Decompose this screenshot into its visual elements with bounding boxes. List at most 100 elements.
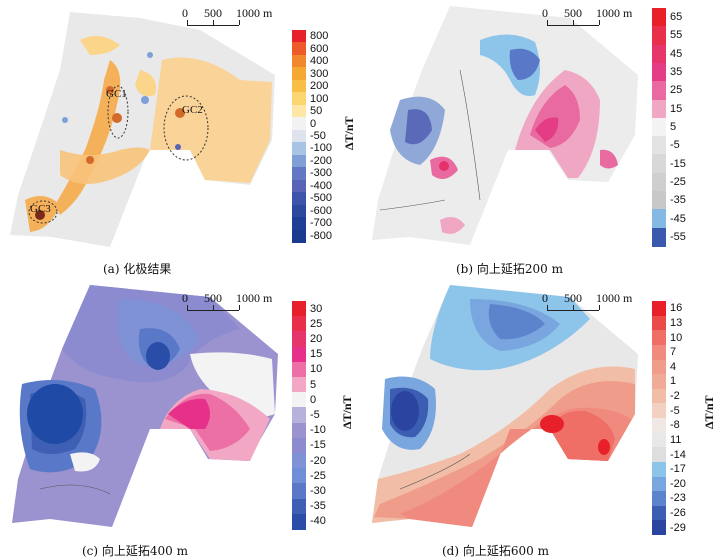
legend-tick-label: 65 bbox=[670, 11, 683, 24]
legend-swatch bbox=[652, 62, 666, 82]
legend-swatch bbox=[292, 392, 306, 409]
legend-b: 65 55 45 35 25 15 5 -5 -15 -25 -35 -45 -55 bbox=[652, 8, 712, 247]
legend-tick-label: -300 bbox=[310, 167, 333, 180]
scalebar-c: 0 500 1000 m bbox=[182, 291, 277, 317]
legend-swatch bbox=[652, 359, 666, 375]
legend-swatch bbox=[652, 330, 666, 346]
legend-tick-label: 5 bbox=[670, 121, 677, 133]
legend-swatch bbox=[292, 167, 306, 181]
scalebar-line bbox=[547, 310, 599, 311]
scalebar-line bbox=[187, 310, 239, 311]
legend-tick-label: 10 bbox=[310, 363, 323, 376]
legend-swatch bbox=[652, 344, 666, 360]
scalebar-tick bbox=[187, 305, 188, 310]
legend-swatch bbox=[292, 179, 306, 193]
legend-tick-label: -5 bbox=[310, 409, 320, 421]
legend-tick-label: 200 bbox=[310, 80, 329, 93]
legend-swatch bbox=[292, 67, 306, 81]
legend-tick-label: -35 bbox=[310, 500, 326, 513]
legend-tick-label: -200 bbox=[310, 154, 333, 167]
legend-swatch bbox=[292, 104, 306, 118]
legend-swatch bbox=[652, 301, 666, 316]
scalebar-tick bbox=[547, 20, 548, 25]
scalebar-line bbox=[547, 25, 599, 26]
legend-tick-label: -23 bbox=[670, 492, 686, 505]
scalebar-label-500: 500 bbox=[204, 291, 222, 305]
legend-swatch bbox=[292, 42, 306, 56]
legend-tick-label: 400 bbox=[310, 55, 329, 68]
legend-tick-label: -35 bbox=[670, 194, 686, 207]
panel-c: 0 500 1000 m 30 25 20 15 10 5 0 -5 -10 -15 -20 -25 -… bbox=[0, 279, 360, 558]
legend-swatch bbox=[292, 422, 306, 439]
scalebar-label-0: 0 bbox=[182, 291, 188, 305]
legend-tick-label: 25 bbox=[670, 84, 683, 97]
scalebar-tick bbox=[547, 305, 548, 310]
legend-tick-label: 35 bbox=[670, 66, 683, 79]
legend-tick-label: -15 bbox=[310, 439, 326, 452]
legend-tick-label: 16 bbox=[670, 302, 683, 315]
legend-swatch bbox=[292, 346, 306, 363]
legend-swatch bbox=[652, 491, 666, 507]
scalebar-tick bbox=[213, 20, 214, 25]
legend-swatch bbox=[292, 142, 306, 156]
legend-swatch bbox=[292, 361, 306, 378]
legend-swatch bbox=[652, 447, 666, 463]
legend-tick-label: -17 bbox=[670, 463, 686, 476]
legend-tick-label: 0 bbox=[310, 117, 317, 130]
legend-tick-label: -10 bbox=[310, 424, 326, 437]
map-c bbox=[12, 285, 278, 527]
legend-tick-label: 45 bbox=[670, 47, 683, 60]
legend-swatch bbox=[292, 407, 306, 424]
legend-d: 16 13 10 7 4 1 -2 -5 -8 11 -14 -17 -20 -23 -26 -29 bbox=[652, 301, 712, 536]
legend-tick-label: 0 bbox=[310, 393, 317, 406]
scalebar-tick bbox=[599, 20, 600, 25]
legend-swatch bbox=[292, 513, 306, 530]
legend-swatch bbox=[652, 81, 666, 101]
legend-swatch bbox=[292, 79, 306, 93]
caption-c: (c) 向上延拓400 m bbox=[82, 544, 188, 558]
scalebar-b: 0 500 1000 m bbox=[542, 6, 637, 32]
legend-tick-label: -25 bbox=[670, 175, 686, 188]
legend-tick-label: 11 bbox=[670, 433, 682, 446]
label-gc1: GC1 bbox=[106, 88, 127, 100]
legend-swatch bbox=[292, 316, 306, 333]
scalebar-tick bbox=[213, 305, 214, 310]
legend-tick-label: 1 bbox=[670, 375, 677, 388]
scalebar-tick bbox=[599, 305, 600, 310]
legend-swatch bbox=[292, 229, 306, 243]
legend-swatch bbox=[652, 432, 666, 448]
legend-swatch bbox=[652, 388, 666, 404]
legend-swatch bbox=[652, 209, 666, 229]
map-d bbox=[372, 285, 638, 527]
unit-label-c: ΔT/nT bbox=[340, 395, 354, 429]
scalebar-label-0: 0 bbox=[542, 6, 548, 20]
legend-tick-label: 15 bbox=[670, 102, 683, 115]
scalebar-tick bbox=[187, 20, 188, 25]
legend-tick-label: -50 bbox=[310, 130, 326, 142]
legend-tick-label: 13 bbox=[670, 316, 683, 329]
scalebar-line bbox=[187, 25, 239, 26]
legend-swatch bbox=[652, 172, 666, 192]
legend-tick-label: 300 bbox=[310, 67, 329, 80]
legend-tick-label: 30 bbox=[310, 302, 323, 315]
legend-tick-label: 800 bbox=[310, 30, 329, 43]
legend-tick-label: -100 bbox=[310, 142, 333, 155]
legend-swatch bbox=[652, 154, 666, 174]
legend-tick-label: -14 bbox=[670, 448, 686, 461]
legend-tick-label: 55 bbox=[670, 29, 683, 42]
legend-swatch bbox=[292, 301, 306, 317]
legend-swatch bbox=[292, 498, 306, 515]
legend-tick-label: -600 bbox=[310, 204, 333, 217]
scalebar-label-500: 500 bbox=[564, 291, 582, 305]
scalebar-label-0: 0 bbox=[542, 291, 548, 305]
scalebar-label-1000: 1000 m bbox=[236, 6, 273, 20]
scalebar-tick bbox=[239, 20, 240, 25]
legend-tick-label: -15 bbox=[670, 157, 686, 170]
panel-a: GC1 GC2 GC3 0 500 1000 m 800 600 400 300 200… bbox=[0, 0, 360, 279]
caption-d: (d) 向上延拓600 m bbox=[442, 544, 549, 558]
scalebar-label-1000: 1000 m bbox=[236, 291, 273, 305]
legend-tick-label: -30 bbox=[310, 485, 326, 497]
legend-tick-label: 50 bbox=[310, 105, 323, 118]
legend-tick-label: -20 bbox=[670, 477, 686, 490]
legend-tick-label: 10 bbox=[670, 331, 683, 344]
